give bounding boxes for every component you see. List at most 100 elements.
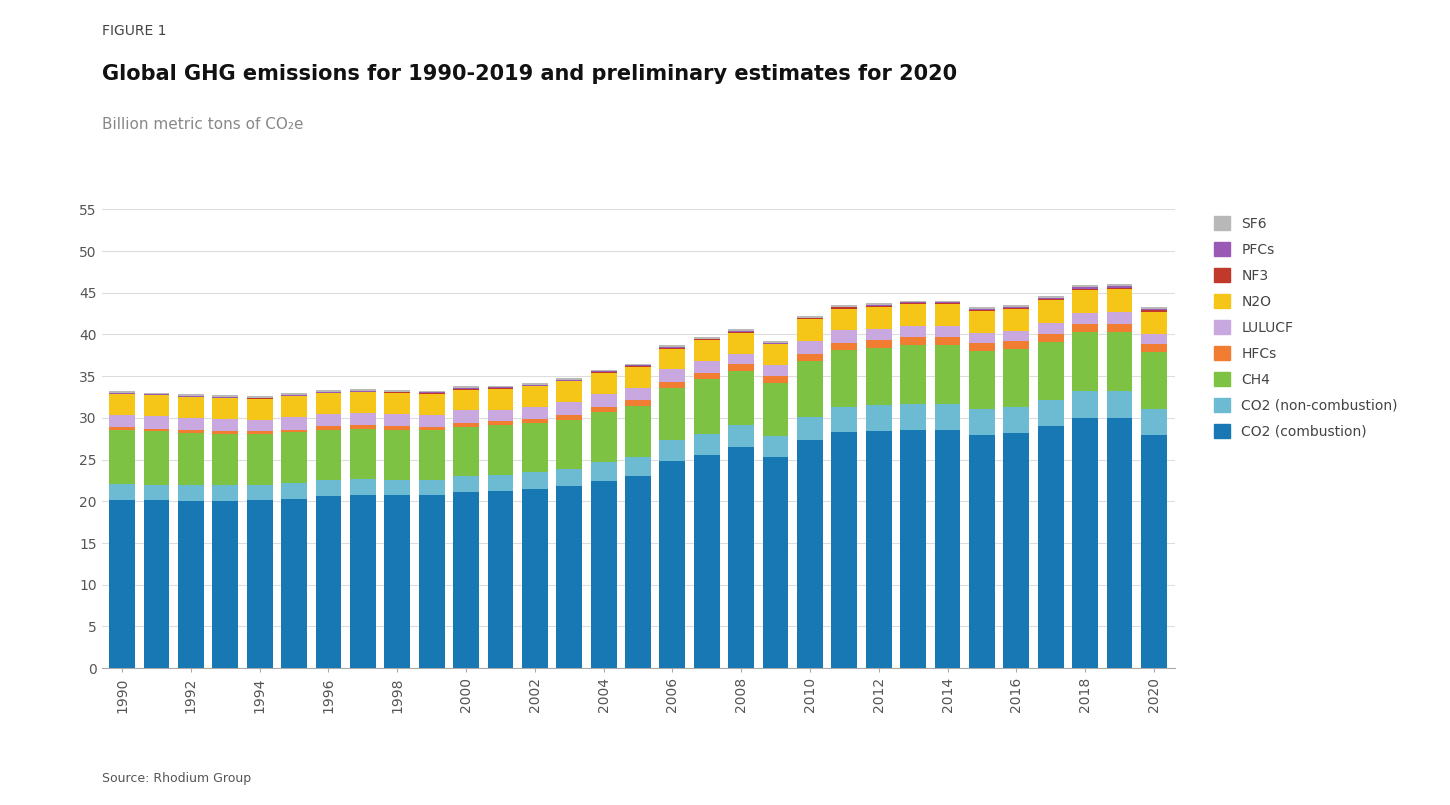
Bar (969, 332, 995, 343)
Bar (1106, 332, 1132, 391)
Bar (728, 353, 754, 365)
Bar (660, 388, 686, 440)
Bar (695, 379, 719, 434)
Bar (349, 390, 376, 391)
Bar (625, 400, 651, 407)
Bar (281, 417, 307, 430)
Bar (1003, 341, 1030, 349)
Bar (798, 319, 822, 320)
Bar (281, 430, 307, 432)
Bar (144, 393, 170, 394)
Bar (900, 304, 927, 326)
Bar (866, 406, 892, 431)
Bar (487, 421, 513, 425)
Bar (487, 386, 513, 387)
Bar (1003, 307, 1030, 308)
Bar (1141, 409, 1167, 435)
Bar (1003, 309, 1030, 331)
Bar (247, 501, 273, 668)
Bar (625, 364, 651, 365)
Bar (557, 469, 581, 486)
Bar (1038, 426, 1064, 668)
Bar (144, 416, 170, 429)
Bar (316, 390, 341, 392)
Bar (1038, 300, 1064, 323)
Bar (349, 494, 376, 668)
Bar (1003, 407, 1030, 433)
Bar (454, 411, 479, 423)
Bar (1038, 333, 1064, 342)
Bar (590, 412, 616, 462)
Bar (969, 310, 995, 311)
Bar (1106, 418, 1132, 668)
Bar (969, 311, 995, 332)
Bar (900, 326, 927, 337)
Bar (178, 394, 204, 396)
Bar (831, 350, 857, 407)
Bar (454, 427, 479, 477)
Bar (316, 426, 341, 430)
Bar (831, 330, 857, 343)
Bar (1003, 349, 1030, 407)
Bar (660, 382, 686, 388)
Bar (1141, 345, 1167, 352)
Bar (969, 409, 995, 435)
Bar (1106, 391, 1132, 418)
Bar (522, 472, 548, 489)
Bar (212, 434, 238, 485)
Bar (1141, 307, 1167, 309)
Bar (1072, 287, 1098, 289)
Bar (900, 403, 927, 431)
Bar (625, 365, 651, 366)
Bar (419, 415, 445, 427)
Bar (109, 393, 135, 394)
Bar (349, 392, 376, 413)
Bar (1003, 433, 1030, 668)
Bar (728, 447, 754, 668)
Bar (798, 318, 822, 319)
Bar (419, 480, 445, 495)
Bar (247, 431, 273, 434)
Bar (212, 485, 238, 502)
Bar (454, 492, 479, 668)
Bar (557, 378, 581, 380)
Bar (660, 440, 686, 461)
Bar (144, 429, 170, 431)
Bar (384, 426, 410, 430)
Bar (695, 337, 719, 339)
Bar (1072, 391, 1098, 418)
Bar (1106, 324, 1132, 332)
Bar (695, 361, 719, 373)
Bar (349, 429, 376, 479)
Bar (590, 407, 616, 412)
Bar (590, 373, 616, 394)
Bar (831, 305, 857, 307)
Bar (1106, 284, 1132, 286)
Bar (935, 345, 960, 403)
Bar (487, 425, 513, 475)
Bar (866, 307, 892, 328)
Bar (625, 388, 651, 400)
Bar (590, 394, 616, 407)
Bar (1038, 296, 1064, 298)
Legend: SF6, PFCs, NF3, N2O, LULUCF, HFCs, CH4, CO2 (non-combustion), CO2 (combustion): SF6, PFCs, NF3, N2O, LULUCF, HFCs, CH4, … (1214, 217, 1398, 439)
Bar (660, 369, 686, 382)
Bar (728, 332, 754, 353)
Bar (660, 349, 686, 369)
Bar (695, 373, 719, 379)
Bar (798, 353, 822, 361)
Bar (935, 300, 960, 302)
Bar (831, 308, 857, 330)
Bar (1038, 342, 1064, 400)
Bar (1072, 285, 1098, 287)
Bar (178, 431, 204, 433)
Bar (1072, 289, 1098, 291)
Bar (590, 481, 616, 668)
Bar (419, 495, 445, 668)
Bar (144, 394, 170, 395)
Bar (384, 390, 410, 391)
Bar (728, 329, 754, 331)
Bar (866, 341, 892, 348)
Bar (349, 425, 376, 429)
Bar (109, 391, 135, 393)
